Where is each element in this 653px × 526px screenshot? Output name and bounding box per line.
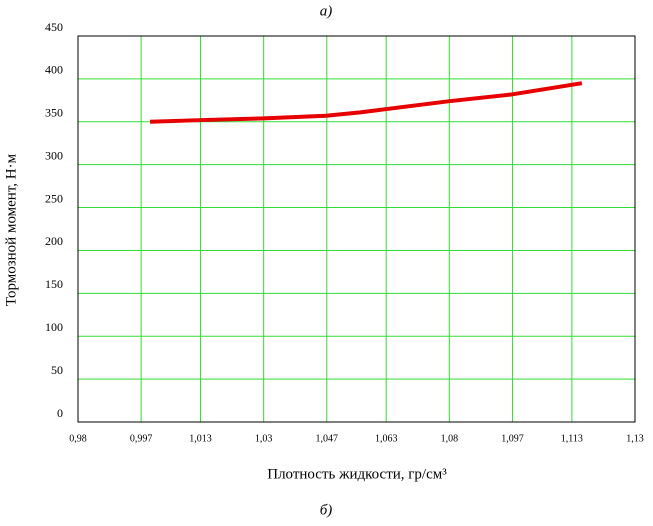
plot-frame: [77, 35, 636, 423]
x-tick-label: 1,013: [189, 433, 212, 444]
y-tick-label: 50: [51, 363, 63, 377]
x-axis-label: Плотность жидкости, гр/см³: [267, 466, 447, 482]
y-tick-label: 250: [45, 191, 63, 205]
y-tick-label: 150: [45, 277, 63, 291]
chart-title: а): [320, 3, 333, 19]
x-tick-label: 1,097: [501, 433, 524, 444]
y-tick-label: 0: [57, 406, 63, 420]
y-tick-label: 450: [45, 20, 63, 34]
x-tick-label: 1,03: [255, 433, 273, 444]
x-tick-label: 1,113: [561, 433, 583, 444]
x-tick-label: 1,047: [316, 433, 339, 444]
x-tick-label: 0,997: [130, 433, 153, 444]
caption: б): [320, 502, 333, 518]
x-tick-label: 0,98: [69, 433, 87, 444]
x-tick-label: 1,08: [441, 433, 459, 444]
y-tick-label: 400: [45, 63, 63, 77]
y-tick-label: 300: [45, 148, 63, 162]
y-tick-label: 200: [45, 234, 63, 248]
y-axis-label: Тормозной момент, Н·м: [3, 153, 19, 306]
y-tick-label: 350: [45, 106, 63, 120]
y-tick-label: 100: [45, 320, 63, 334]
x-tick-label: 1,063: [375, 433, 398, 444]
data-line: [149, 81, 583, 124]
x-tick-label: 1,13: [626, 433, 644, 444]
